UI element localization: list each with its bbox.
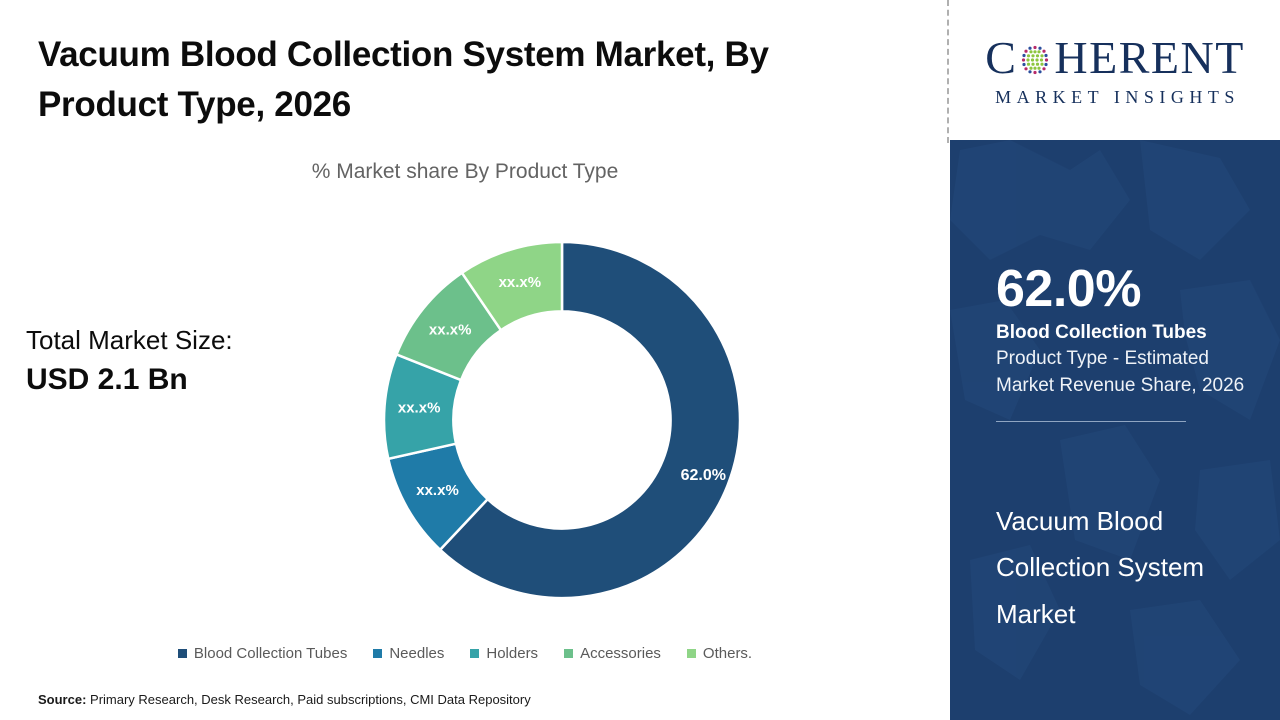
key-stat-block: 62.0% Blood Collection Tubes Product Typ… xyxy=(996,260,1246,423)
source-footer: Source: Primary Research, Desk Research,… xyxy=(38,692,531,707)
side-panel: C xyxy=(950,0,1280,720)
donut-chart-svg: 62.0% xx.x% xx.x% xx.x% xx.x% xyxy=(382,240,742,600)
logo-letter-c: C xyxy=(985,32,1018,83)
total-market-size-value: USD 2.1 Bn xyxy=(26,363,188,397)
legend-item-label: Others. xyxy=(702,645,753,662)
legend-swatch-icon xyxy=(177,649,187,658)
donut-slice-label: xx.x% xyxy=(499,274,542,291)
total-market-size-label: Total Market Size: xyxy=(26,325,233,355)
legend-item[interactable]: Holders xyxy=(470,645,538,662)
legend-item-label: Holders xyxy=(486,645,539,662)
highlight-panel: 62.0% Blood Collection Tubes Product Typ… xyxy=(950,140,1280,720)
panel-market-title: Vacuum Blood Collection System Market xyxy=(996,506,1205,629)
total-market-size-block: Total Market Size: USD 2.1 Bn xyxy=(26,322,326,399)
logo-wordmark: C xyxy=(985,32,1245,84)
globe-dots-icon xyxy=(1017,42,1053,78)
stat-description: Product Type - Estimated Market Revenue … xyxy=(996,348,1245,396)
legend-item-label: Needles xyxy=(389,645,445,662)
legend-item[interactable]: Accessories xyxy=(564,645,661,662)
donut-slice-label: xx.x% xyxy=(416,482,459,499)
legend-swatch-icon xyxy=(373,649,383,658)
stat-divider-rule xyxy=(996,421,1186,423)
legend-item-label: Blood Collection Tubes xyxy=(193,645,348,662)
page-title: Vacuum Blood Collection System Market, B… xyxy=(38,35,769,124)
donut-slice[interactable] xyxy=(438,240,742,600)
legend-swatch-icon xyxy=(470,649,480,658)
stat-percent-value: 62.0% xyxy=(996,260,1141,318)
source-text: Primary Research, Desk Research, Paid su… xyxy=(86,692,531,707)
chart-area: Vacuum Blood Collection System Market, B… xyxy=(0,35,930,707)
donut-slice-label: xx.x% xyxy=(398,400,441,417)
legend-swatch-icon xyxy=(686,649,696,658)
legend-item[interactable]: Blood Collection Tubes xyxy=(177,645,348,662)
legend-item[interactable]: Needles xyxy=(373,645,444,662)
donut-label-group: 62.0% xx.x% xx.x% xx.x% xx.x% xyxy=(398,274,726,499)
chart-legend: Blood Collection Tubes Needles Holders Acce… xyxy=(0,645,930,662)
panel-divider xyxy=(947,0,949,143)
logo-tagline: MARKET INSIGHTS xyxy=(995,87,1240,107)
donut-slice-label: xx.x% xyxy=(429,321,472,338)
source-label: Source: xyxy=(38,692,87,707)
legend-item[interactable]: Others. xyxy=(686,645,753,662)
donut-slice-group xyxy=(382,240,742,600)
donut-slice-label: 62.0% xyxy=(681,467,726,484)
stat-segment-name: Blood Collection Tubes xyxy=(996,321,1207,343)
legend-swatch-icon xyxy=(564,649,574,658)
donut-chart: 62.0% xx.x% xx.x% xx.x% xx.x% xyxy=(372,230,752,610)
legend-item-label: Accessories xyxy=(580,645,661,662)
world-map-texture xyxy=(950,140,1280,715)
donut-slice[interactable] xyxy=(460,240,564,332)
chart-subtitle: % Market share By Product Type xyxy=(311,160,619,183)
logo-wordmark-text: HERENT xyxy=(1054,32,1245,83)
company-logo: C xyxy=(950,0,1280,140)
